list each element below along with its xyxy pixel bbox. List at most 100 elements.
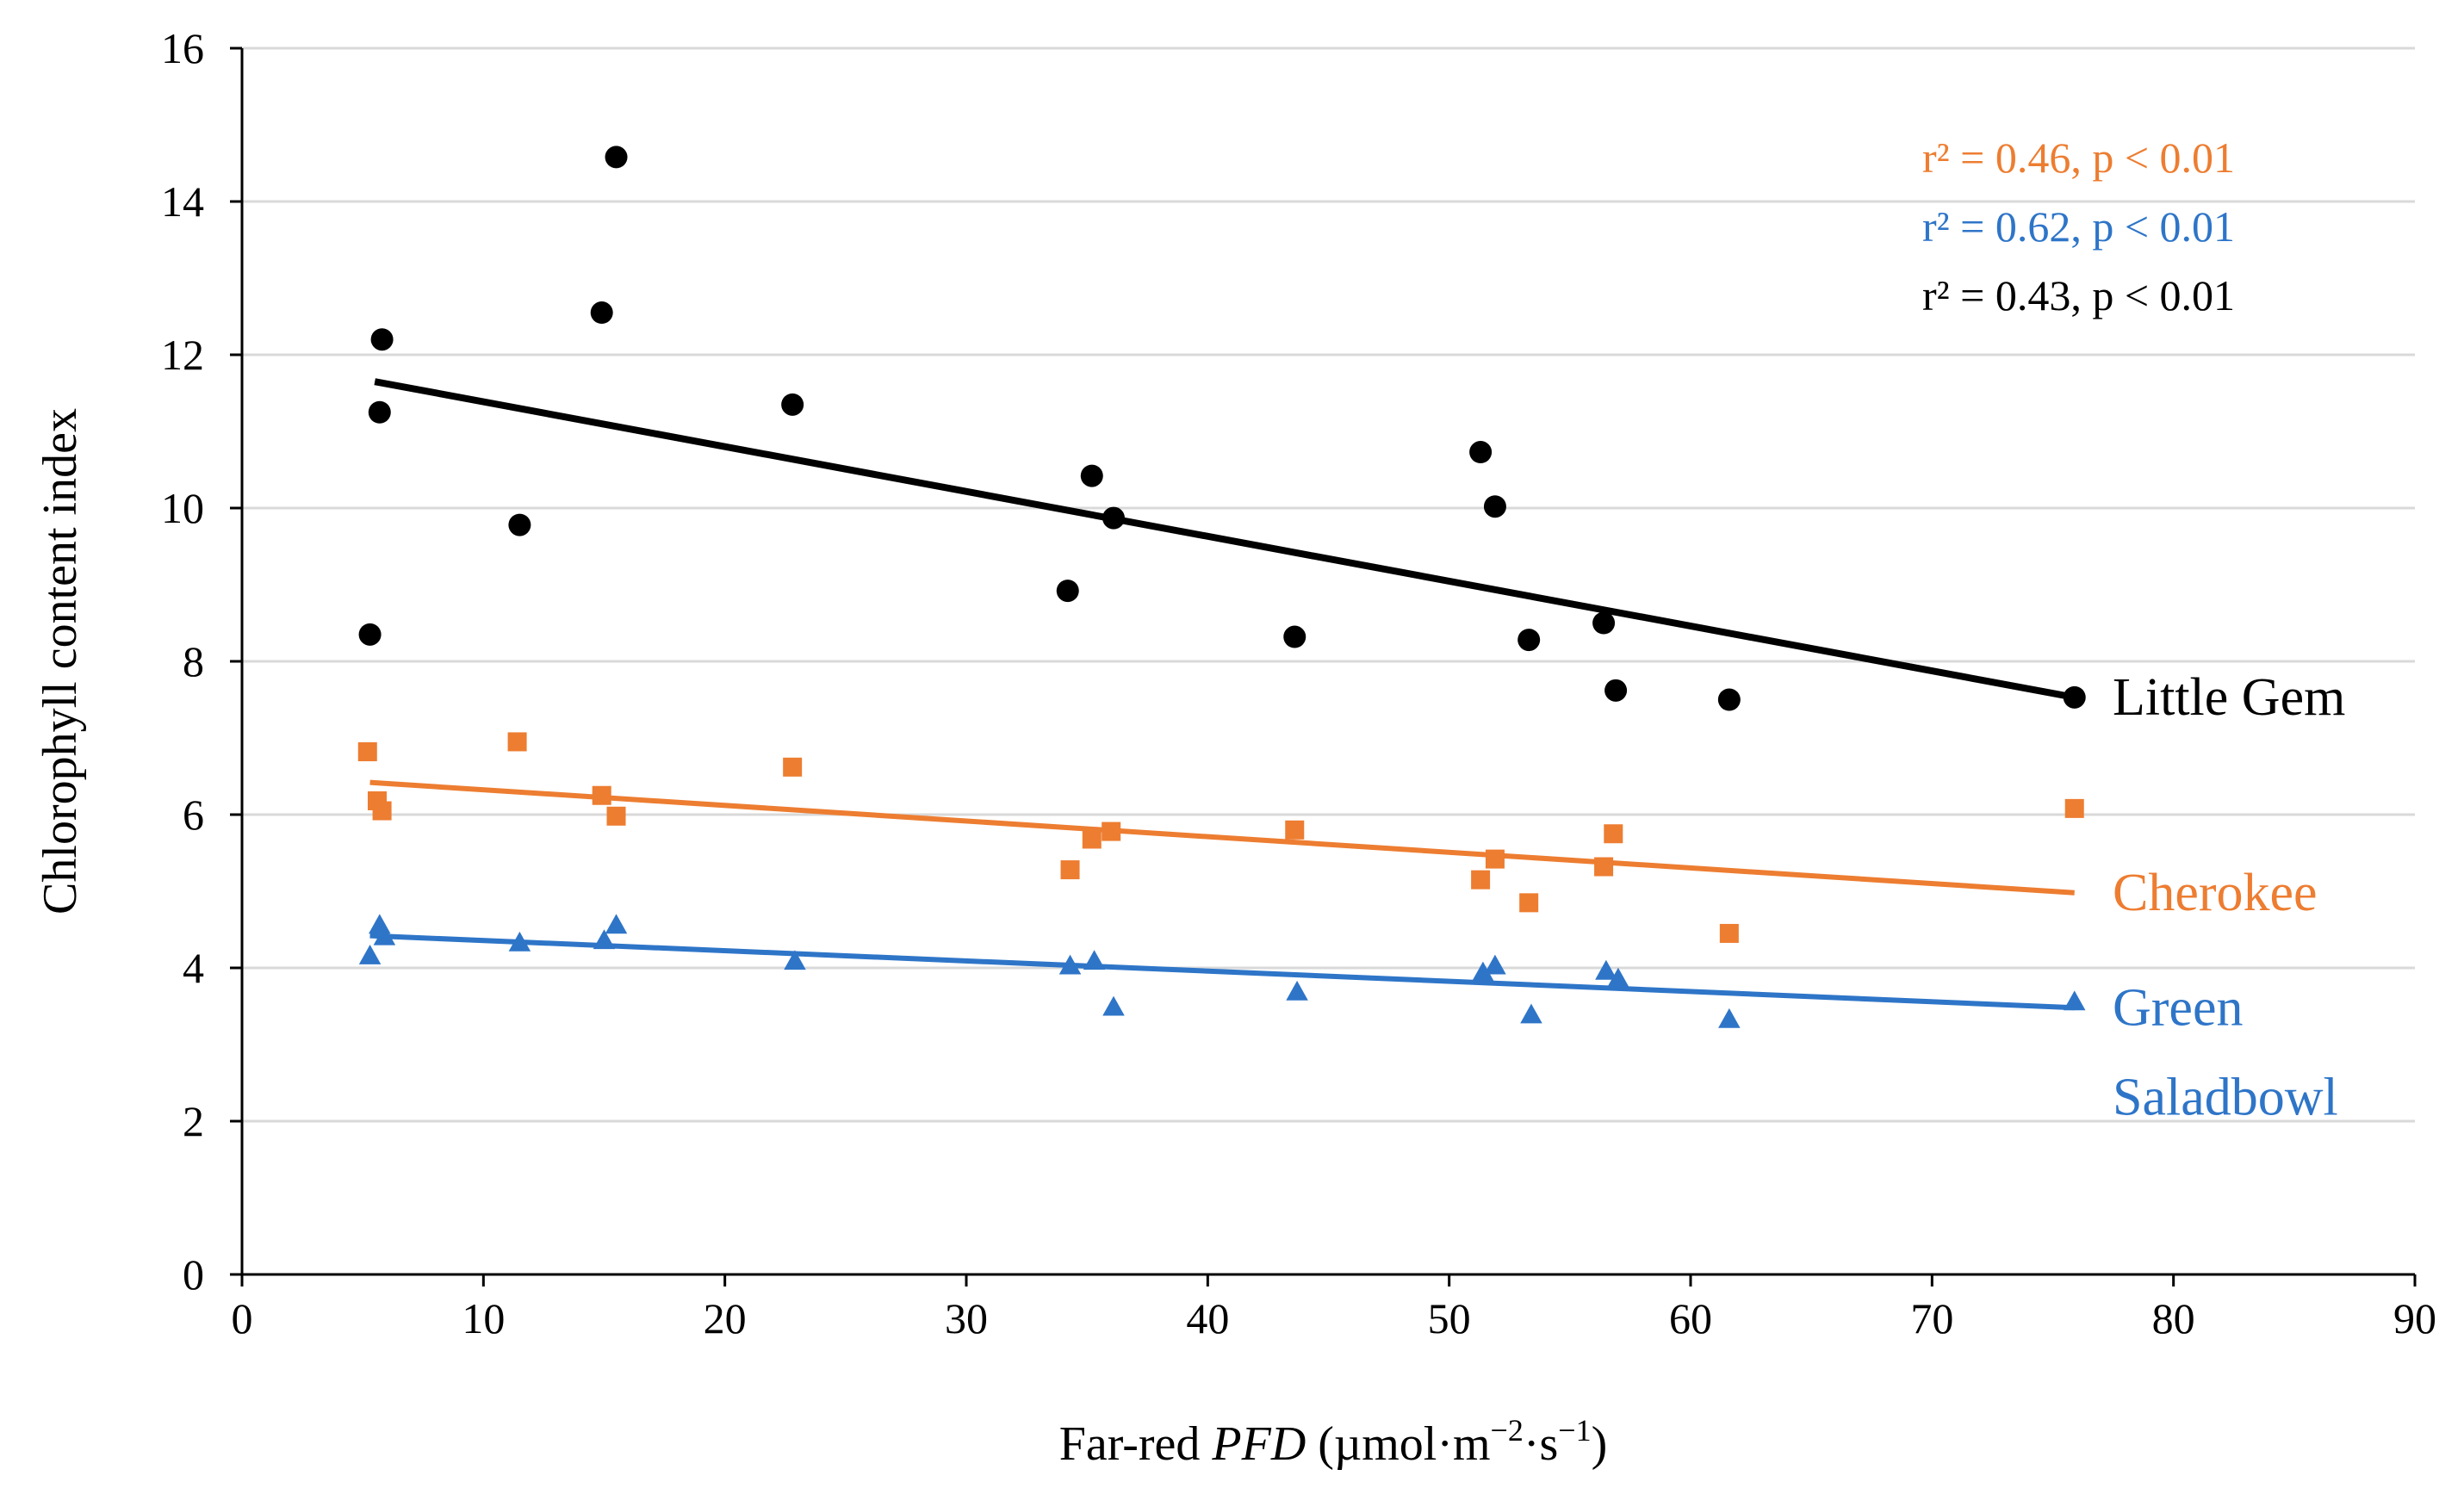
axes [230,46,2417,1286]
series-label-line: Green [2113,978,2243,1037]
data-point [2063,990,2086,1011]
data-point [592,785,611,805]
data-point [1102,506,1126,530]
regression-stats: r² = 0.46, p < 0.01 r² = 0.62, p < 0.01 r²… [1922,133,2235,319]
data-point [1485,849,1505,869]
data-point [590,301,613,325]
x-tick-label: 40 [1186,1294,1229,1342]
data-point [358,945,382,964]
trendline [374,378,2076,701]
x-tick-label: 70 [1910,1294,1953,1342]
x-tick-label: 80 [2152,1294,2195,1342]
data-point [1483,495,1506,518]
data-point [1082,829,1102,849]
data-point [1285,820,1305,840]
data-point [508,931,531,952]
data-point [605,914,628,934]
data-point [1717,688,1741,711]
series-label: Little Gem [2113,668,2345,727]
y-tick-label: 4 [183,944,204,992]
gridlines [242,46,2415,1123]
data-point [1080,464,1103,487]
trendlines [369,378,2076,1011]
data-point [783,757,803,777]
x-axis-title-mid: ·s [1524,1417,1558,1471]
series-label-line: Little Gem [2113,668,2345,727]
x-axis-title-italic: PFD [1211,1417,1306,1471]
y-tick-label: 6 [183,790,204,839]
data-point [1595,959,1617,980]
data-point [357,742,377,762]
y-tick-label: 8 [183,637,204,685]
data-point [1472,961,1494,982]
y-tick-label: 0 [183,1250,204,1299]
x-axis-title-end: ) [1592,1417,1608,1471]
data-point [605,146,628,169]
data-point [373,925,396,946]
y-tick-label: 16 [161,24,204,72]
data-point [1060,860,1080,880]
x-tick-label: 10 [462,1294,505,1342]
x-tick-label: 20 [704,1294,747,1342]
data-point [1607,967,1629,988]
x-tick-label: 0 [232,1294,253,1342]
x-tick-label: 50 [1428,1294,1471,1342]
data-point [368,400,391,424]
data-point [358,623,382,646]
data-point [784,950,806,970]
y-axis-title: Chlorophyll content index [34,408,87,914]
data-point [508,513,531,536]
data-point [606,806,626,826]
regression-stat: r² = 0.46, p < 0.01 [1922,133,2235,182]
data-point [1604,679,1628,702]
trendline [369,933,2075,1011]
data-point [1058,954,1082,975]
data-point [1518,629,1541,652]
series-labels: Little Gem Cherokee Green Saladbowl [2113,668,2345,1126]
series-label-line: Saladbowl [2113,1068,2338,1126]
data-point [2063,685,2086,709]
x-axis-title: Far-red PFD (µmol·m−2·s−1) [1059,1413,1608,1471]
data-point [1471,870,1491,890]
data-point [507,732,527,752]
x-tick-label: 60 [1669,1294,1712,1342]
data-point [1604,824,1623,844]
y-tick-labels: 0 2 4 6 8 10 12 14 16 [161,24,204,1299]
series-label: Cherokee [2113,864,2318,922]
data-point [1592,611,1616,635]
data-point [593,929,616,950]
data-point [1594,857,1614,877]
x-axis-title-sup1: −2 [1491,1413,1524,1448]
data-points [357,146,2086,1028]
data-point [1718,1008,1741,1028]
data-point [1056,580,1079,603]
data-point [1286,980,1308,1001]
data-point [1469,441,1493,464]
y-tick-label: 10 [161,484,204,532]
series-label: Green Saladbowl [2113,978,2338,1126]
x-axis-title-sup2: −1 [1558,1413,1591,1448]
data-point [1083,950,1106,970]
y-tick-label: 14 [161,177,204,226]
x-tick-label: 90 [2393,1294,2436,1342]
data-point [1283,625,1306,648]
data-point [1484,954,1506,975]
data-point [1102,995,1125,1016]
data-point [1520,1003,1542,1024]
data-point [1519,893,1539,913]
data-point [1102,822,1121,841]
x-axis-title-unit: (µmol·m [1306,1417,1490,1471]
regression-stat: r² = 0.43, p < 0.01 [1922,271,2235,319]
trendline [369,779,2075,896]
y-tick-label: 12 [161,331,204,379]
data-point [781,393,804,416]
data-point [2064,798,2084,818]
series-label-line: Cherokee [2113,864,2318,922]
x-axis-title-text: Far-red [1059,1417,1213,1471]
data-point [372,801,392,821]
y-tick-label: 2 [183,1097,204,1145]
x-tick-label: 30 [945,1294,988,1342]
data-point [370,328,394,351]
regression-stat: r² = 0.62, p < 0.01 [1922,202,2235,251]
